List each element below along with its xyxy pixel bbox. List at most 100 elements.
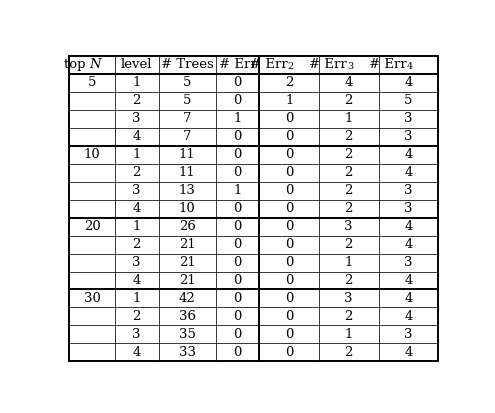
Text: 4: 4 (404, 346, 412, 359)
Text: 0: 0 (233, 292, 242, 305)
Text: 1: 1 (133, 292, 141, 305)
Text: 1: 1 (133, 148, 141, 161)
Text: 4: 4 (345, 76, 353, 89)
Text: 0: 0 (285, 328, 294, 341)
Text: 0: 0 (233, 202, 242, 215)
Text: # Err: # Err (309, 58, 347, 71)
Text: 2: 2 (345, 238, 353, 251)
Text: 2: 2 (288, 62, 294, 71)
Text: 2: 2 (345, 166, 353, 179)
Text: 2: 2 (133, 94, 141, 107)
Text: 3: 3 (133, 184, 141, 197)
Text: 0: 0 (233, 310, 242, 323)
Text: 0: 0 (285, 238, 294, 251)
Text: 2: 2 (345, 130, 353, 143)
Text: 1: 1 (345, 112, 353, 125)
Text: 26: 26 (179, 220, 196, 233)
Text: # Err: # Err (250, 58, 288, 71)
Text: 30: 30 (84, 292, 100, 305)
Text: 3: 3 (404, 112, 412, 125)
Text: 0: 0 (233, 256, 242, 269)
Text: 2: 2 (345, 94, 353, 107)
Text: 2: 2 (285, 76, 294, 89)
Text: 4: 4 (133, 274, 141, 287)
Text: 4: 4 (133, 130, 141, 143)
Text: 1: 1 (345, 256, 353, 269)
Text: 1: 1 (233, 184, 242, 197)
Text: top: top (64, 58, 90, 71)
Text: 0: 0 (285, 310, 294, 323)
Text: 2: 2 (345, 310, 353, 323)
Text: 3: 3 (404, 202, 412, 215)
Text: 0: 0 (233, 76, 242, 89)
Text: 5: 5 (88, 76, 96, 89)
Text: 21: 21 (179, 274, 196, 287)
Text: 3: 3 (133, 328, 141, 341)
Text: 5: 5 (183, 76, 191, 89)
Text: 3: 3 (133, 256, 141, 269)
Text: 4: 4 (407, 62, 413, 71)
Text: 4: 4 (404, 238, 412, 251)
Text: level: level (121, 58, 152, 71)
Text: 0: 0 (233, 94, 242, 107)
Text: 0: 0 (285, 184, 294, 197)
Text: 0: 0 (233, 274, 242, 287)
Text: 0: 0 (285, 166, 294, 179)
Text: 2: 2 (133, 238, 141, 251)
Text: 4: 4 (404, 148, 412, 161)
Text: 1: 1 (133, 76, 141, 89)
Text: 0: 0 (233, 346, 242, 359)
Text: 3: 3 (404, 256, 412, 269)
Text: 0: 0 (285, 112, 294, 125)
Text: 0: 0 (233, 220, 242, 233)
Text: 2: 2 (345, 184, 353, 197)
Text: 35: 35 (179, 328, 196, 341)
Text: 3: 3 (345, 292, 353, 305)
Text: 5: 5 (404, 94, 412, 107)
Text: 4: 4 (404, 76, 412, 89)
Text: 0: 0 (285, 292, 294, 305)
Text: 0: 0 (233, 166, 242, 179)
Text: 4: 4 (404, 292, 412, 305)
Text: 3: 3 (404, 130, 412, 143)
Text: 36: 36 (179, 310, 196, 323)
Text: 0: 0 (285, 220, 294, 233)
Text: 2: 2 (345, 202, 353, 215)
Text: 13: 13 (179, 184, 196, 197)
Text: 33: 33 (179, 346, 196, 359)
Text: 2: 2 (133, 166, 141, 179)
Text: 3: 3 (345, 220, 353, 233)
Text: 0: 0 (233, 238, 242, 251)
Text: 2: 2 (345, 346, 353, 359)
Text: 10: 10 (84, 148, 100, 161)
Text: 1: 1 (285, 94, 294, 107)
Text: 1: 1 (233, 112, 242, 125)
Text: 3: 3 (347, 62, 353, 71)
Text: 5: 5 (183, 94, 191, 107)
Text: # Err: # Err (219, 58, 256, 71)
Text: 4: 4 (404, 274, 412, 287)
Text: 7: 7 (183, 112, 192, 125)
Text: 0: 0 (285, 202, 294, 215)
Text: 42: 42 (179, 292, 196, 305)
Text: 3: 3 (133, 112, 141, 125)
Text: 1: 1 (133, 220, 141, 233)
Text: 1: 1 (345, 328, 353, 341)
Text: 4: 4 (133, 346, 141, 359)
Text: 0: 0 (285, 274, 294, 287)
Text: # Trees: # Trees (161, 58, 213, 71)
Text: 2: 2 (345, 148, 353, 161)
Text: 0: 0 (233, 130, 242, 143)
Text: 3: 3 (404, 184, 412, 197)
Text: 20: 20 (84, 220, 100, 233)
Text: 0: 0 (285, 256, 294, 269)
Text: 0: 0 (285, 130, 294, 143)
Text: 4: 4 (404, 166, 412, 179)
Text: 0: 0 (285, 148, 294, 161)
Text: 7: 7 (183, 130, 192, 143)
Text: 21: 21 (179, 256, 196, 269)
Text: 2: 2 (133, 310, 141, 323)
Text: 4: 4 (404, 310, 412, 323)
Text: 10: 10 (179, 202, 196, 215)
Text: 11: 11 (179, 166, 196, 179)
